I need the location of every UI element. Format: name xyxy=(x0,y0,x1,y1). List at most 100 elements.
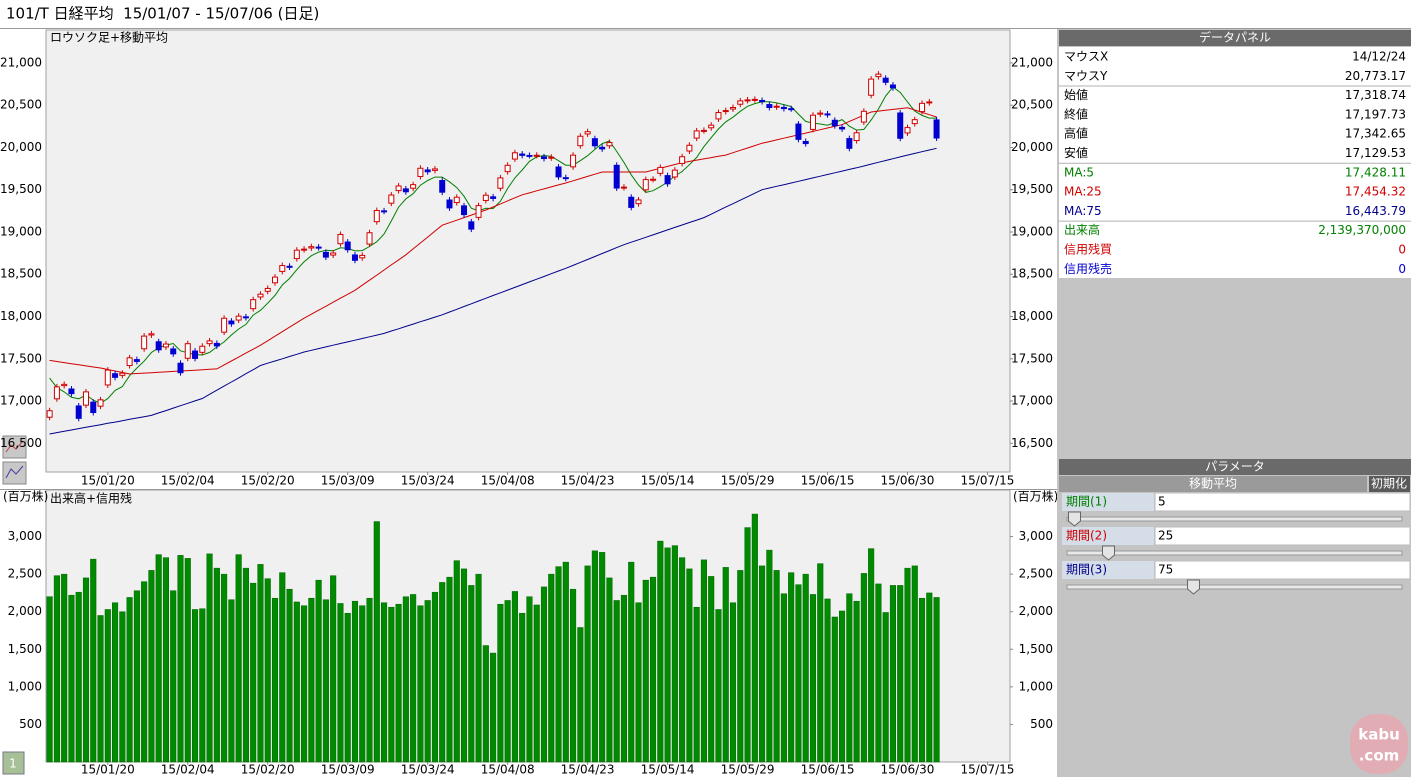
candle-body xyxy=(192,350,199,359)
candle-body xyxy=(221,317,228,333)
param-input[interactable] xyxy=(1154,492,1411,512)
volume-bar xyxy=(540,586,548,763)
volume-bar xyxy=(170,590,177,763)
volume-bar xyxy=(199,608,206,763)
candle-body xyxy=(417,167,424,177)
volume-bar xyxy=(744,527,751,763)
volume-bar xyxy=(802,573,809,763)
param-tab-label: 移動平均 xyxy=(1189,477,1237,491)
param-input[interactable] xyxy=(1154,560,1411,580)
data-value: 14/12/24 xyxy=(1352,50,1406,64)
volume-bar xyxy=(693,606,700,763)
volume-bar xyxy=(97,615,104,763)
chart-icon[interactable] xyxy=(2,435,27,459)
x-tick-label: 15/03/09 xyxy=(321,763,375,777)
candle-body xyxy=(693,130,700,139)
page-button[interactable]: 1 xyxy=(2,751,25,775)
chart-icon[interactable] xyxy=(2,461,27,485)
data-label: 信用残買 xyxy=(1064,243,1112,257)
candle-body xyxy=(75,405,82,419)
slider-thumb[interactable] xyxy=(1068,511,1081,527)
candle-body xyxy=(301,248,308,251)
param-tab[interactable] xyxy=(1059,476,1367,492)
y-tick-label-right: 19,000 xyxy=(1011,224,1053,238)
slider-track[interactable] xyxy=(1066,584,1403,590)
volume-bar xyxy=(242,567,249,763)
volume-bar xyxy=(221,573,228,763)
volume-bar xyxy=(613,600,620,763)
candle-body xyxy=(664,175,671,185)
candle-body xyxy=(853,132,860,142)
x-tick-label: 15/07/15 xyxy=(961,763,1015,777)
y-tick-label-right: 19,500 xyxy=(1011,182,1053,196)
candle-body xyxy=(686,144,693,152)
slider-track[interactable] xyxy=(1066,516,1403,522)
volume-bar xyxy=(795,584,802,763)
volume-bar xyxy=(126,597,133,763)
candle-body xyxy=(286,265,293,268)
volume-bar xyxy=(468,585,475,763)
candle-body xyxy=(373,210,380,223)
volume-bar xyxy=(104,609,111,763)
price-plot-area xyxy=(45,29,1011,473)
candle-body xyxy=(148,333,155,336)
slider-thumb[interactable] xyxy=(1187,579,1200,595)
candle-body xyxy=(744,99,751,102)
candle-body xyxy=(926,101,933,104)
data-label: マウスY xyxy=(1064,69,1108,83)
candle-body xyxy=(628,196,635,208)
candle-body xyxy=(366,232,373,245)
volume-bar xyxy=(824,598,831,763)
y-tick-label: 2,000 xyxy=(8,604,42,618)
candle-body xyxy=(708,124,715,129)
volume-bar xyxy=(519,612,526,763)
candle-body xyxy=(591,138,598,147)
candle-body xyxy=(795,123,802,140)
volume-bar xyxy=(344,612,351,763)
volume-bar xyxy=(686,568,693,763)
param-input[interactable] xyxy=(1154,526,1411,546)
volume-bar xyxy=(759,565,766,763)
reset-button[interactable] xyxy=(1369,476,1410,492)
volume-unit-left: (百万株) xyxy=(3,489,48,504)
candle-body xyxy=(788,108,795,111)
candle-body xyxy=(395,185,402,192)
y-tick-label: 20,000 xyxy=(0,140,42,154)
candle-body xyxy=(533,154,540,157)
param-value: 25 xyxy=(1158,529,1173,543)
data-value: 0 xyxy=(1398,262,1406,276)
param-label: 期間(2) xyxy=(1066,529,1107,543)
x-tick-label: 15/06/30 xyxy=(881,763,935,777)
volume-bar xyxy=(511,591,518,763)
candle-body xyxy=(642,179,649,191)
volume-bar xyxy=(649,576,657,763)
volume-bar xyxy=(366,597,373,763)
window-title: 101/T 日経平均 15/01/07 - 15/07/06 (日足) xyxy=(6,5,319,23)
volume-bar xyxy=(119,611,126,763)
x-tick-label: 15/05/14 xyxy=(641,763,695,777)
y-tick-label: 18,500 xyxy=(0,267,42,281)
candle-body xyxy=(671,169,678,178)
candle-body xyxy=(446,199,453,209)
candle-body xyxy=(155,341,162,351)
volume-bar xyxy=(82,577,90,763)
candle-body xyxy=(635,199,642,205)
candle-body xyxy=(933,119,940,139)
volume-bar xyxy=(191,609,199,763)
y-tick-label: 2,500 xyxy=(8,567,42,581)
candle-body xyxy=(68,388,75,395)
volume-bar xyxy=(162,557,170,763)
moving-average-line xyxy=(49,107,937,375)
candle-body xyxy=(228,320,235,325)
data-panel-title: データパネル xyxy=(1199,30,1271,45)
candle-body xyxy=(620,186,627,189)
slider-thumb[interactable] xyxy=(1102,545,1115,561)
candle-body xyxy=(162,343,169,348)
volume-bar xyxy=(359,605,366,763)
y-tick-label: 17,500 xyxy=(0,351,42,365)
param-label-box xyxy=(1062,527,1154,545)
x-tick-label: 15/05/29 xyxy=(721,763,775,777)
slider-track[interactable] xyxy=(1066,550,1403,556)
candle-body xyxy=(839,126,846,130)
candle-body xyxy=(802,140,809,145)
